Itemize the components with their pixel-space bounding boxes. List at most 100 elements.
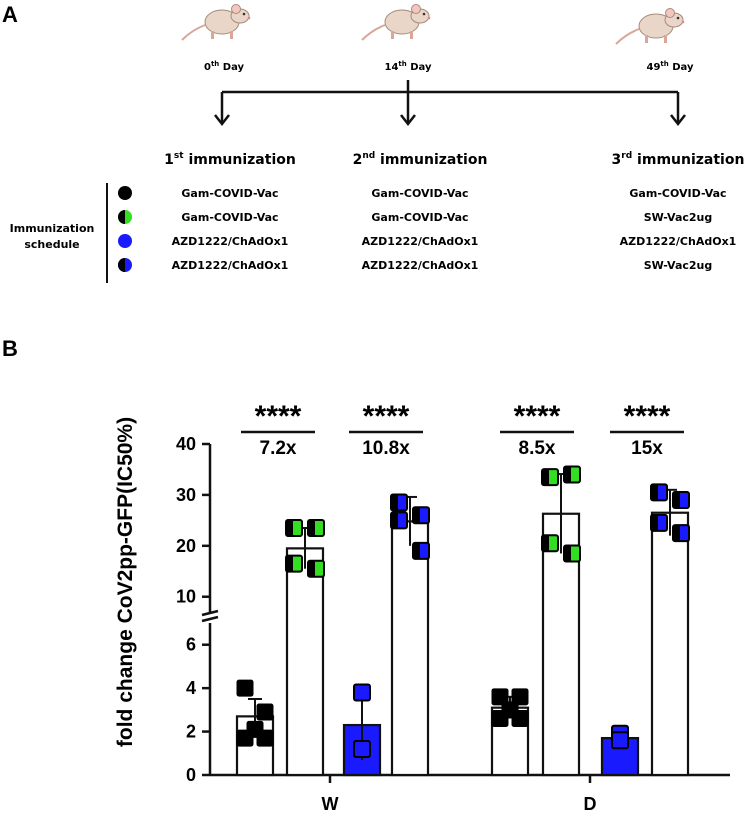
significance-annotation: **** 7.2x [241, 400, 315, 459]
panel-a-label: A [2, 2, 18, 27]
data-point-half [651, 484, 658, 501]
panel-b-label: B [2, 336, 18, 361]
schedule-label-line1: Immunization [10, 222, 95, 235]
marker-black-blue-icon [118, 258, 132, 272]
schedule-cell-2-third: SW-Vac2ug [644, 211, 713, 224]
data-point-half [391, 512, 398, 529]
schedule-cell-1-third: Gam-COVID-Vac [629, 187, 726, 200]
marker-black-green-icon [118, 210, 132, 224]
fold-change-label: 10.8x [362, 438, 410, 459]
bar-3 [342, 683, 382, 777]
significance-annotation: **** 8.5x [500, 400, 574, 459]
data-point [511, 710, 529, 728]
significance-annotation: **** 10.8x [349, 400, 423, 459]
data-point [353, 739, 371, 758]
fold-change-label: 15x [631, 438, 663, 459]
schedule-rows: Gam-COVID-Vac Gam-COVID-Vac Gam-COVID-VacG… [118, 186, 736, 272]
data-point [353, 683, 371, 702]
y-tick-label: 10 [176, 587, 196, 607]
fold-change-label: 8.5x [519, 438, 556, 459]
bar-rect [285, 547, 325, 777]
day-label-0: 0th Day [204, 60, 245, 73]
axis-break-mark [201, 609, 219, 617]
mouse-icon-day-49 [615, 7, 686, 45]
data-point-half [673, 525, 680, 542]
data-point [256, 729, 274, 747]
y-axis-label: fold change CoV2pp-GFP(IC50%) [114, 417, 137, 747]
data-point [236, 679, 254, 697]
schedule-cell-4-first: AZD1222/ChAdOx1 [172, 259, 289, 272]
bar-2 [285, 519, 325, 777]
axis-break-mark [201, 615, 219, 623]
data-point-half [542, 535, 549, 552]
x-category-label: W [322, 794, 339, 814]
schedule-label-line2: schedule [24, 238, 79, 251]
y-tick-label: 20 [176, 536, 196, 556]
data-point-half [391, 494, 398, 511]
x-category-label: D [584, 794, 597, 814]
data-point [491, 710, 509, 728]
schedule-cell-1-first: Gam-COVID-Vac [181, 187, 278, 200]
data-point-half [286, 555, 293, 572]
immunization-1-heading: 1st immunization [164, 151, 296, 168]
y-tick-label: 40 [176, 434, 196, 454]
immunization-2-heading: 2nd immunization [353, 151, 488, 168]
data-point [256, 703, 274, 721]
significance-stars: **** [363, 400, 410, 433]
bar-rect [650, 511, 690, 777]
timeline-bracket [214, 80, 686, 127]
data-point-half [413, 542, 420, 559]
schedule-cell-4-third: SW-Vac2ug [644, 259, 713, 272]
data-point-half [564, 545, 571, 562]
schedule-cell-2-first: Gam-COVID-Vac [181, 211, 278, 224]
significance-stars: **** [514, 400, 561, 433]
schedule-row-1: Gam-COVID-Vac Gam-COVID-Vac Gam-COVID-Vac [118, 186, 727, 200]
data-point-half [564, 466, 571, 483]
schedule-cell-3-first: AZD1222/ChAdOx1 [172, 235, 289, 248]
bar-7 [600, 724, 640, 777]
schedule-row-3: AZD1222/ChAdOx1 AZD1222/ChAdOx1 AZD1222/Ch… [118, 234, 736, 248]
data-point [611, 731, 629, 750]
y-tick-label: 6 [186, 635, 196, 655]
schedule-cell-1-second: Gam-COVID-Vac [371, 187, 468, 200]
data-point [491, 688, 509, 706]
mouse-icon-day-14 [361, 3, 432, 41]
immunization-3-heading: 3rd immunization [612, 151, 745, 168]
marker-black-icon [118, 186, 132, 200]
data-point-half [308, 560, 315, 577]
y-tick-label: 2 [186, 722, 196, 742]
significance-annotation: **** 15x [610, 400, 684, 459]
data-point-half [673, 492, 680, 508]
schedule-cell-2-second: Gam-COVID-Vac [371, 211, 468, 224]
data-point-half [651, 514, 658, 531]
y-tick-label: 4 [186, 678, 196, 698]
bar-rect [390, 520, 430, 777]
day-label-14: 14th Day [384, 60, 431, 73]
bar-8 [650, 483, 690, 777]
data-point [511, 688, 529, 706]
bar-6 [541, 465, 581, 777]
data-point-half [286, 520, 293, 536]
schedule-cell-4-second: AZD1222/ChAdOx1 [362, 259, 479, 272]
significance-stars: **** [624, 400, 671, 433]
marker-blue-icon [118, 234, 132, 248]
day-label-49: 49th Day [646, 60, 693, 73]
bar-5 [490, 688, 530, 777]
schedule-row-2: Gam-COVID-Vac Gam-COVID-Vac SW-Vac2ug [118, 210, 712, 224]
data-point [236, 729, 254, 747]
mouse-icon-day-0 [181, 3, 252, 41]
schedule-cell-3-second: AZD1222/ChAdOx1 [362, 235, 479, 248]
significance-stars: **** [255, 400, 302, 433]
schedule-cell-3-third: AZD1222/ChAdOx1 [620, 235, 737, 248]
data-point-half [542, 469, 549, 486]
bar-1 [235, 679, 275, 777]
bar-4 [390, 493, 430, 777]
y-tick-label: 30 [176, 485, 196, 505]
fold-change-label: 7.2x [260, 438, 297, 459]
schedule-row-4: AZD1222/ChAdOx1 AZD1222/ChAdOx1 SW-Vac2ug [118, 258, 712, 272]
y-tick-label: 0 [186, 765, 196, 785]
data-point-half [413, 507, 420, 524]
data-point-half [308, 520, 315, 536]
